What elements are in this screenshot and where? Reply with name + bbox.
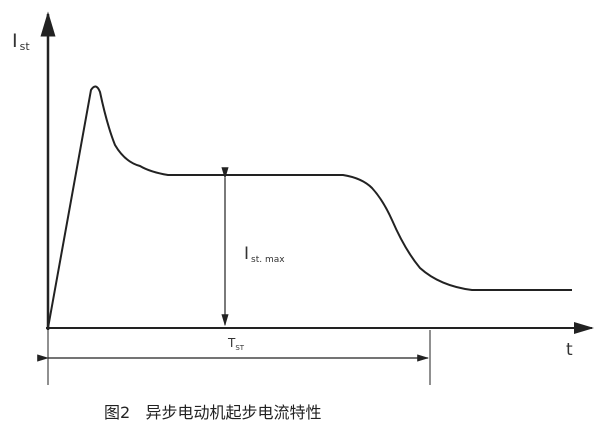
duration-label-main: T	[228, 336, 236, 350]
figure-caption: 图2 异步电动机起步电流特性	[104, 403, 322, 422]
max-current-label-main: I	[244, 244, 250, 264]
y-axis-label-main: I	[12, 30, 18, 52]
max-current-label-sub: st. max	[251, 255, 285, 265]
current-curve	[47, 85, 572, 329]
x-axis-label: t	[566, 340, 573, 360]
duration-label-sub: ST	[235, 344, 245, 352]
duration-label: TST	[228, 336, 244, 352]
y-axis-label-sub: st	[19, 40, 30, 53]
